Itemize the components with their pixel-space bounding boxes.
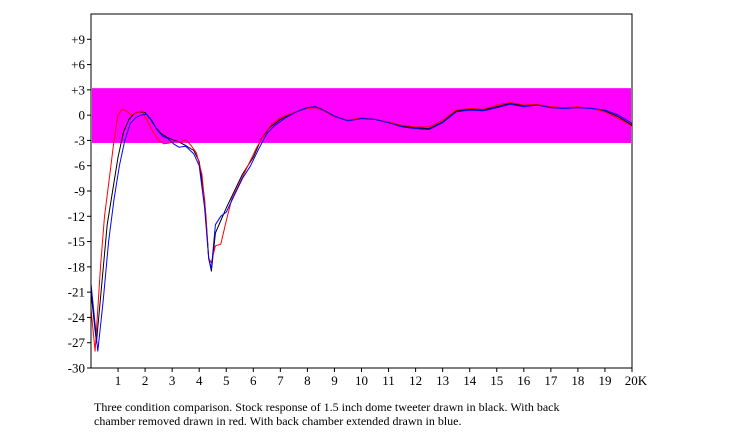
x-tick-label: 12: [409, 373, 422, 388]
x-tick-label: 6: [250, 373, 257, 388]
y-tick-label: -24: [68, 310, 86, 325]
y-tick-label: 0: [79, 108, 86, 123]
x-tick-label: 2: [142, 373, 149, 388]
series-layer: [90, 102, 633, 352]
y-tick-label: -27: [68, 335, 86, 350]
x-tick-label: 20K: [625, 373, 648, 388]
x-tick-label: 13: [436, 373, 449, 388]
x-axis-ticks: 1 2 3 4 5 6 7 8 9 10 11 12 13 14 15 16 17 18 19 20K: [115, 368, 648, 388]
y-tick-label: -6: [74, 158, 85, 173]
caption-line-2: chamber removed drawn in red. With back …: [94, 414, 462, 428]
y-tick-label: -30: [68, 361, 85, 376]
x-tick-label: 5: [223, 373, 230, 388]
x-tick-label: 17: [544, 373, 558, 388]
y-tick-label: -21: [68, 285, 85, 300]
x-tick-label: 7: [277, 373, 284, 388]
y-tick-label: -9: [74, 184, 85, 199]
y-tick-label: -18: [68, 259, 85, 274]
y-axis-ticks: +9 +6 +3 0 -3 -6 -9 -12 -15 -18 -21 -24 -27 -30: [68, 32, 91, 376]
series-line-3: [90, 103, 633, 352]
x-tick-label: 11: [382, 373, 395, 388]
y-tick-label: -12: [68, 209, 85, 224]
x-tick-label: 4: [196, 373, 203, 388]
x-tick-label: 18: [571, 373, 584, 388]
y-tick-label: +3: [71, 82, 85, 97]
caption-line-1: Three condition comparison. Stock respon…: [94, 400, 560, 414]
y-tick-label: -15: [68, 234, 85, 249]
figure-caption: Three condition comparison. Stock respon…: [94, 400, 654, 428]
plot-background: [91, 14, 632, 368]
x-tick-label: 15: [490, 373, 503, 388]
y-tick-label: +6: [71, 57, 85, 72]
y-tick-label: +9: [71, 32, 85, 47]
x-tick-label: 19: [598, 373, 611, 388]
x-tick-label: 3: [169, 373, 176, 388]
y-tick-label: -3: [74, 133, 85, 148]
x-tick-label: 8: [304, 373, 311, 388]
tolerance-band: [92, 88, 631, 143]
x-tick-label: 14: [463, 373, 477, 388]
series-line-2: [90, 102, 633, 352]
x-tick-label: 1: [115, 373, 122, 388]
x-tick-label: 16: [517, 373, 531, 388]
x-tick-label: 9: [331, 373, 338, 388]
x-tick-label: 10: [355, 373, 368, 388]
